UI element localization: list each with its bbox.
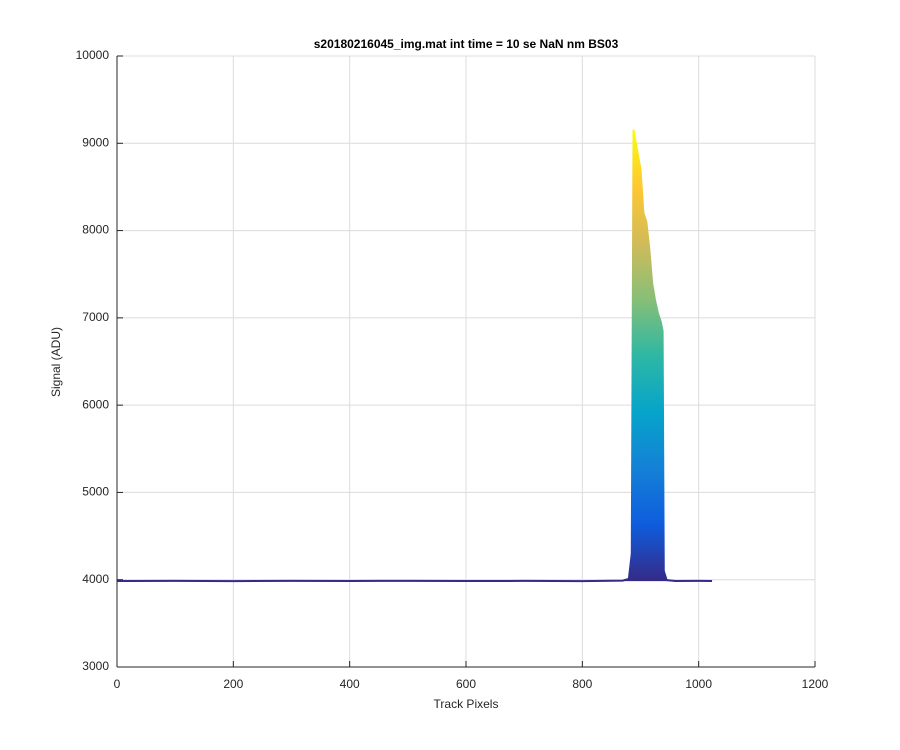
y-tick-label: 7000 (82, 310, 109, 324)
x-tick-label: 1200 (802, 677, 829, 691)
x-tick-label: 600 (456, 677, 476, 691)
y-tick-label: 3000 (82, 659, 109, 673)
x-tick-label: 800 (572, 677, 592, 691)
y-tick-label: 8000 (82, 223, 109, 237)
y-tick-label: 5000 (82, 485, 109, 499)
y-tick-label: 6000 (82, 397, 109, 411)
y-tick-label: 10000 (76, 48, 110, 62)
signal-area (117, 130, 713, 582)
x-tick-label: 1000 (685, 677, 712, 691)
y-tick-label: 4000 (82, 572, 109, 586)
y-axis-label: Signal (ADU) (49, 327, 63, 397)
x-tick-label: 0 (114, 677, 121, 691)
x-axis-label: Track Pixels (434, 697, 499, 711)
y-tick-label: 9000 (82, 135, 109, 149)
x-tick-label: 400 (340, 677, 360, 691)
signal-line (116, 129, 713, 583)
x-tick-label: 200 (223, 677, 243, 691)
chart-title: s20180216045_img.mat int time = 10 se Na… (314, 37, 619, 51)
